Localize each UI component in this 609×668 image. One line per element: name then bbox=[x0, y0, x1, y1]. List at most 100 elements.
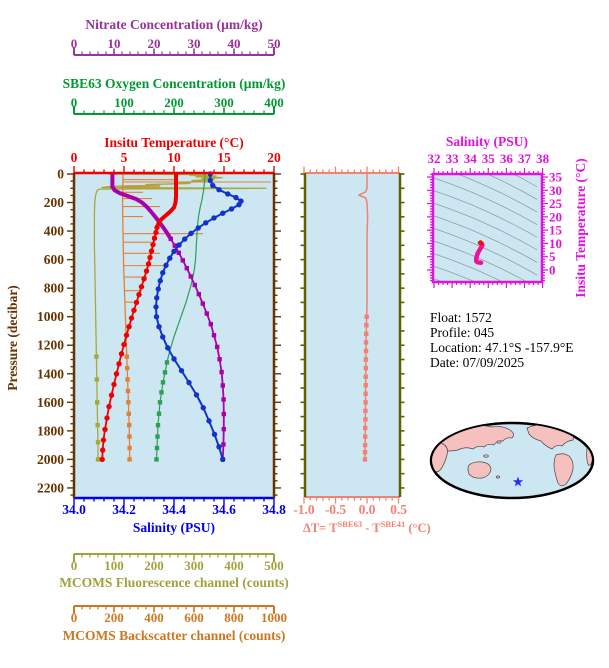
ts-frame bbox=[431, 172, 544, 284]
tick-label: 600 bbox=[184, 610, 204, 625]
tick-label: 1000 bbox=[261, 610, 287, 625]
tick-label: 5 bbox=[121, 150, 128, 165]
island-japan bbox=[496, 440, 502, 444]
tick-label: 15 bbox=[549, 223, 563, 238]
world-map bbox=[429, 421, 595, 500]
tick-label: 400 bbox=[144, 610, 164, 625]
tick-label: 500 bbox=[264, 558, 284, 573]
tick-label: 20 bbox=[267, 150, 281, 165]
tick-label: 10 bbox=[167, 150, 181, 165]
tick-label: 0 bbox=[71, 558, 78, 573]
tick-label: 400 bbox=[224, 558, 244, 573]
delta-title-part: - T bbox=[362, 521, 381, 535]
tick-label: 0 bbox=[57, 167, 64, 182]
tick-label: 1200 bbox=[37, 338, 64, 353]
profile-line: Profile: 045 bbox=[430, 325, 494, 340]
ts-salinity-title: Salinity (PSU) bbox=[446, 134, 528, 149]
tick-label: 34.2 bbox=[112, 502, 136, 517]
tick-label: 25 bbox=[549, 196, 563, 211]
main-profile-plot: 0 5 10 15 20 34.0 34.2 34.4 34.6 34.8 0 200 400 600 80… bbox=[37, 150, 286, 517]
tick-label: 2000 bbox=[37, 452, 64, 467]
tick-label: 37 bbox=[518, 151, 532, 166]
tick-label: 34.4 bbox=[162, 502, 186, 517]
continent-australia bbox=[467, 461, 492, 479]
tick-label: -0.5 bbox=[325, 502, 347, 517]
ts-isopycnal-contours bbox=[433, 174, 538, 282]
tick-label: 34.6 bbox=[212, 502, 236, 517]
salinity-axis-title: Salinity (PSU) bbox=[133, 520, 215, 535]
continent-south-america bbox=[553, 453, 574, 487]
delta-title-part: (°C) bbox=[405, 521, 430, 535]
float-info-block: Float: 1572 Profile: 045 Location: 47.1°… bbox=[430, 310, 574, 370]
tick-label: 0.0 bbox=[359, 502, 376, 517]
tick-label: 200 bbox=[144, 558, 164, 573]
tick-label: 20 bbox=[549, 209, 562, 224]
pressure-axis-title: Pressure (decibar) bbox=[5, 285, 20, 391]
tick-label: 200 bbox=[44, 195, 65, 210]
tick-label: 0.5 bbox=[390, 502, 407, 517]
float-location-star bbox=[512, 476, 524, 487]
greenland bbox=[575, 424, 589, 433]
tick-label: 800 bbox=[224, 610, 244, 625]
tick-label: 1400 bbox=[37, 366, 64, 381]
delta-plot-background bbox=[305, 173, 400, 497]
ts-plot-background bbox=[433, 174, 542, 282]
tick-label: 100 bbox=[114, 95, 134, 110]
location-line: Location: 47.1°S -157.9°E bbox=[430, 340, 574, 355]
delta-t-axis-title: ΔT= TSBE63 - TSBE41 (°C) bbox=[303, 519, 431, 535]
tick-label: 400 bbox=[44, 224, 65, 239]
tick-label: 5 bbox=[549, 249, 556, 264]
fluorescence-axis-title: MCOMS Fluorescence channel (counts) bbox=[59, 575, 289, 590]
oxygen-axis-title: SBE63 Oxygen Concentration (µm/kg) bbox=[63, 76, 286, 91]
tick-label: 600 bbox=[44, 252, 65, 267]
tick-label: -1.0 bbox=[293, 502, 315, 517]
ts-temperature-title: Insitu Temperature (°C) bbox=[573, 158, 588, 297]
tick-label: 50 bbox=[268, 36, 281, 51]
tick-label: 34.8 bbox=[262, 502, 286, 517]
tick-label: 800 bbox=[44, 281, 65, 296]
main-plot-series bbox=[93, 171, 271, 463]
tick-label: 40 bbox=[228, 36, 241, 51]
delta-title-sup: SBE41 bbox=[381, 519, 406, 529]
tick-label: 300 bbox=[184, 558, 204, 573]
tick-label: 15 bbox=[217, 150, 231, 165]
tick-label: 0 bbox=[71, 95, 78, 110]
tick-label: 33 bbox=[446, 151, 460, 166]
tick-label: 0 bbox=[71, 610, 78, 625]
delta-t-plot: -1.0 -0.5 0.0 0.5 bbox=[293, 166, 407, 517]
tick-label: 35 bbox=[482, 151, 496, 166]
tick-label: 2200 bbox=[37, 480, 64, 495]
tick-label: 10 bbox=[108, 36, 121, 51]
date-line: Date: 07/09/2025 bbox=[430, 355, 524, 370]
nitrate-axis-title: Nitrate Concentration (µm/kg) bbox=[85, 17, 262, 32]
delta-title-part: ΔT= T bbox=[303, 521, 338, 535]
tick-label: 1800 bbox=[37, 423, 64, 438]
tick-label: 38 bbox=[536, 151, 550, 166]
tick-label: 30 bbox=[188, 36, 201, 51]
tick-label: 30 bbox=[549, 183, 562, 198]
tick-label: 200 bbox=[104, 610, 124, 625]
tick-label: 0 bbox=[71, 150, 78, 165]
islands-indonesia bbox=[483, 454, 489, 458]
tick-label: 100 bbox=[104, 558, 124, 573]
island-new-zealand bbox=[496, 475, 500, 479]
tick-label: 35 bbox=[549, 170, 563, 185]
tick-label: 32 bbox=[428, 151, 441, 166]
backscatter-axis-title: MCOMS Backscatter channel (counts) bbox=[63, 628, 286, 643]
tick-label: 34 bbox=[464, 151, 478, 166]
tick-label: 0 bbox=[71, 36, 78, 51]
tick-label: 36 bbox=[500, 151, 514, 166]
temperature-axis-title: Insitu Temperature (°C) bbox=[104, 135, 243, 150]
tick-label: 300 bbox=[214, 95, 234, 110]
tick-label: 34.0 bbox=[62, 502, 86, 517]
tick-label: 200 bbox=[164, 95, 184, 110]
tick-label: 10 bbox=[549, 236, 562, 251]
tick-label: 1600 bbox=[37, 395, 64, 410]
tick-label: 0 bbox=[549, 263, 556, 278]
tick-label: 20 bbox=[148, 36, 161, 51]
